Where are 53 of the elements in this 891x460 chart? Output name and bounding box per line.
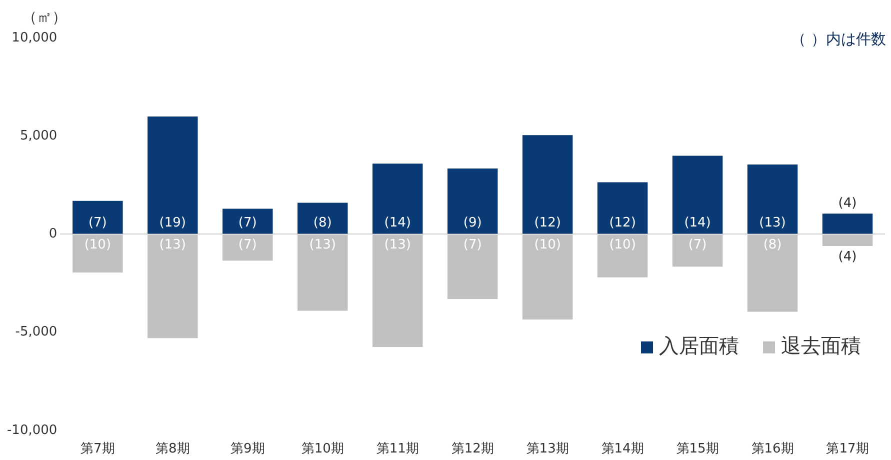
annotation: (4) — [838, 196, 857, 211]
bar — [822, 214, 873, 234]
annotation: (13) — [159, 238, 186, 253]
y-axis-title: （㎡） — [22, 8, 67, 26]
bar — [72, 200, 123, 234]
bar — [298, 202, 348, 234]
y-tick-label: -5,000 — [15, 324, 58, 340]
x-tick-label: 第8期 — [156, 442, 190, 457]
legend-label: 退去面積 — [781, 334, 861, 358]
x-tick-label: 第9期 — [230, 442, 265, 457]
bar — [672, 156, 723, 234]
bar — [372, 164, 423, 234]
bar — [447, 168, 498, 234]
annotation: (8) — [763, 238, 782, 253]
x-tick-label: 第16期 — [751, 442, 794, 457]
x-tick-label: 第10期 — [301, 442, 344, 457]
annotation: (10) — [609, 238, 636, 253]
bar — [222, 208, 273, 234]
x-tick-label: 第11期 — [376, 442, 419, 457]
annotation: (4) — [838, 249, 857, 264]
bar — [747, 164, 798, 234]
annotation: (14) — [384, 216, 411, 231]
annotation: (9) — [463, 216, 482, 231]
bar — [597, 182, 648, 234]
y-tick-label: 5,000 — [20, 128, 58, 144]
annotation: (13) — [759, 216, 786, 231]
x-tick-label: 第15期 — [676, 442, 719, 457]
x-tick-label: 第14期 — [601, 442, 644, 457]
annotation: (14) — [684, 216, 711, 231]
y-tick-label: 10,000 — [12, 30, 58, 46]
annotation: (13) — [309, 238, 336, 253]
annotation: (7) — [463, 238, 482, 253]
annotation: (7) — [688, 238, 707, 253]
legend-label: 入居面積 — [659, 334, 739, 358]
bar — [148, 116, 198, 234]
annotation: (7) — [238, 216, 257, 231]
x-tick-label: 第7期 — [80, 442, 115, 457]
annotation: (7) — [238, 238, 257, 253]
x-tick-label: 第12期 — [451, 442, 494, 457]
annotation: (7) — [88, 216, 107, 231]
annotation: (13) — [384, 238, 411, 253]
annotation: (12) — [534, 216, 561, 231]
annotation: (10) — [84, 238, 112, 253]
bar — [522, 135, 573, 234]
annotation: (10) — [534, 238, 561, 253]
x-tick-label: 第17期 — [826, 442, 869, 457]
x-tick-label: 第13期 — [526, 442, 569, 457]
annotation: (12) — [609, 216, 636, 231]
y-tick-label: -10,000 — [6, 422, 58, 438]
y-tick-label: 0 — [48, 226, 58, 242]
annotation: (19) — [159, 216, 186, 231]
annotation: (8) — [313, 216, 332, 231]
annotation: （ ）内は件数 — [791, 30, 886, 48]
